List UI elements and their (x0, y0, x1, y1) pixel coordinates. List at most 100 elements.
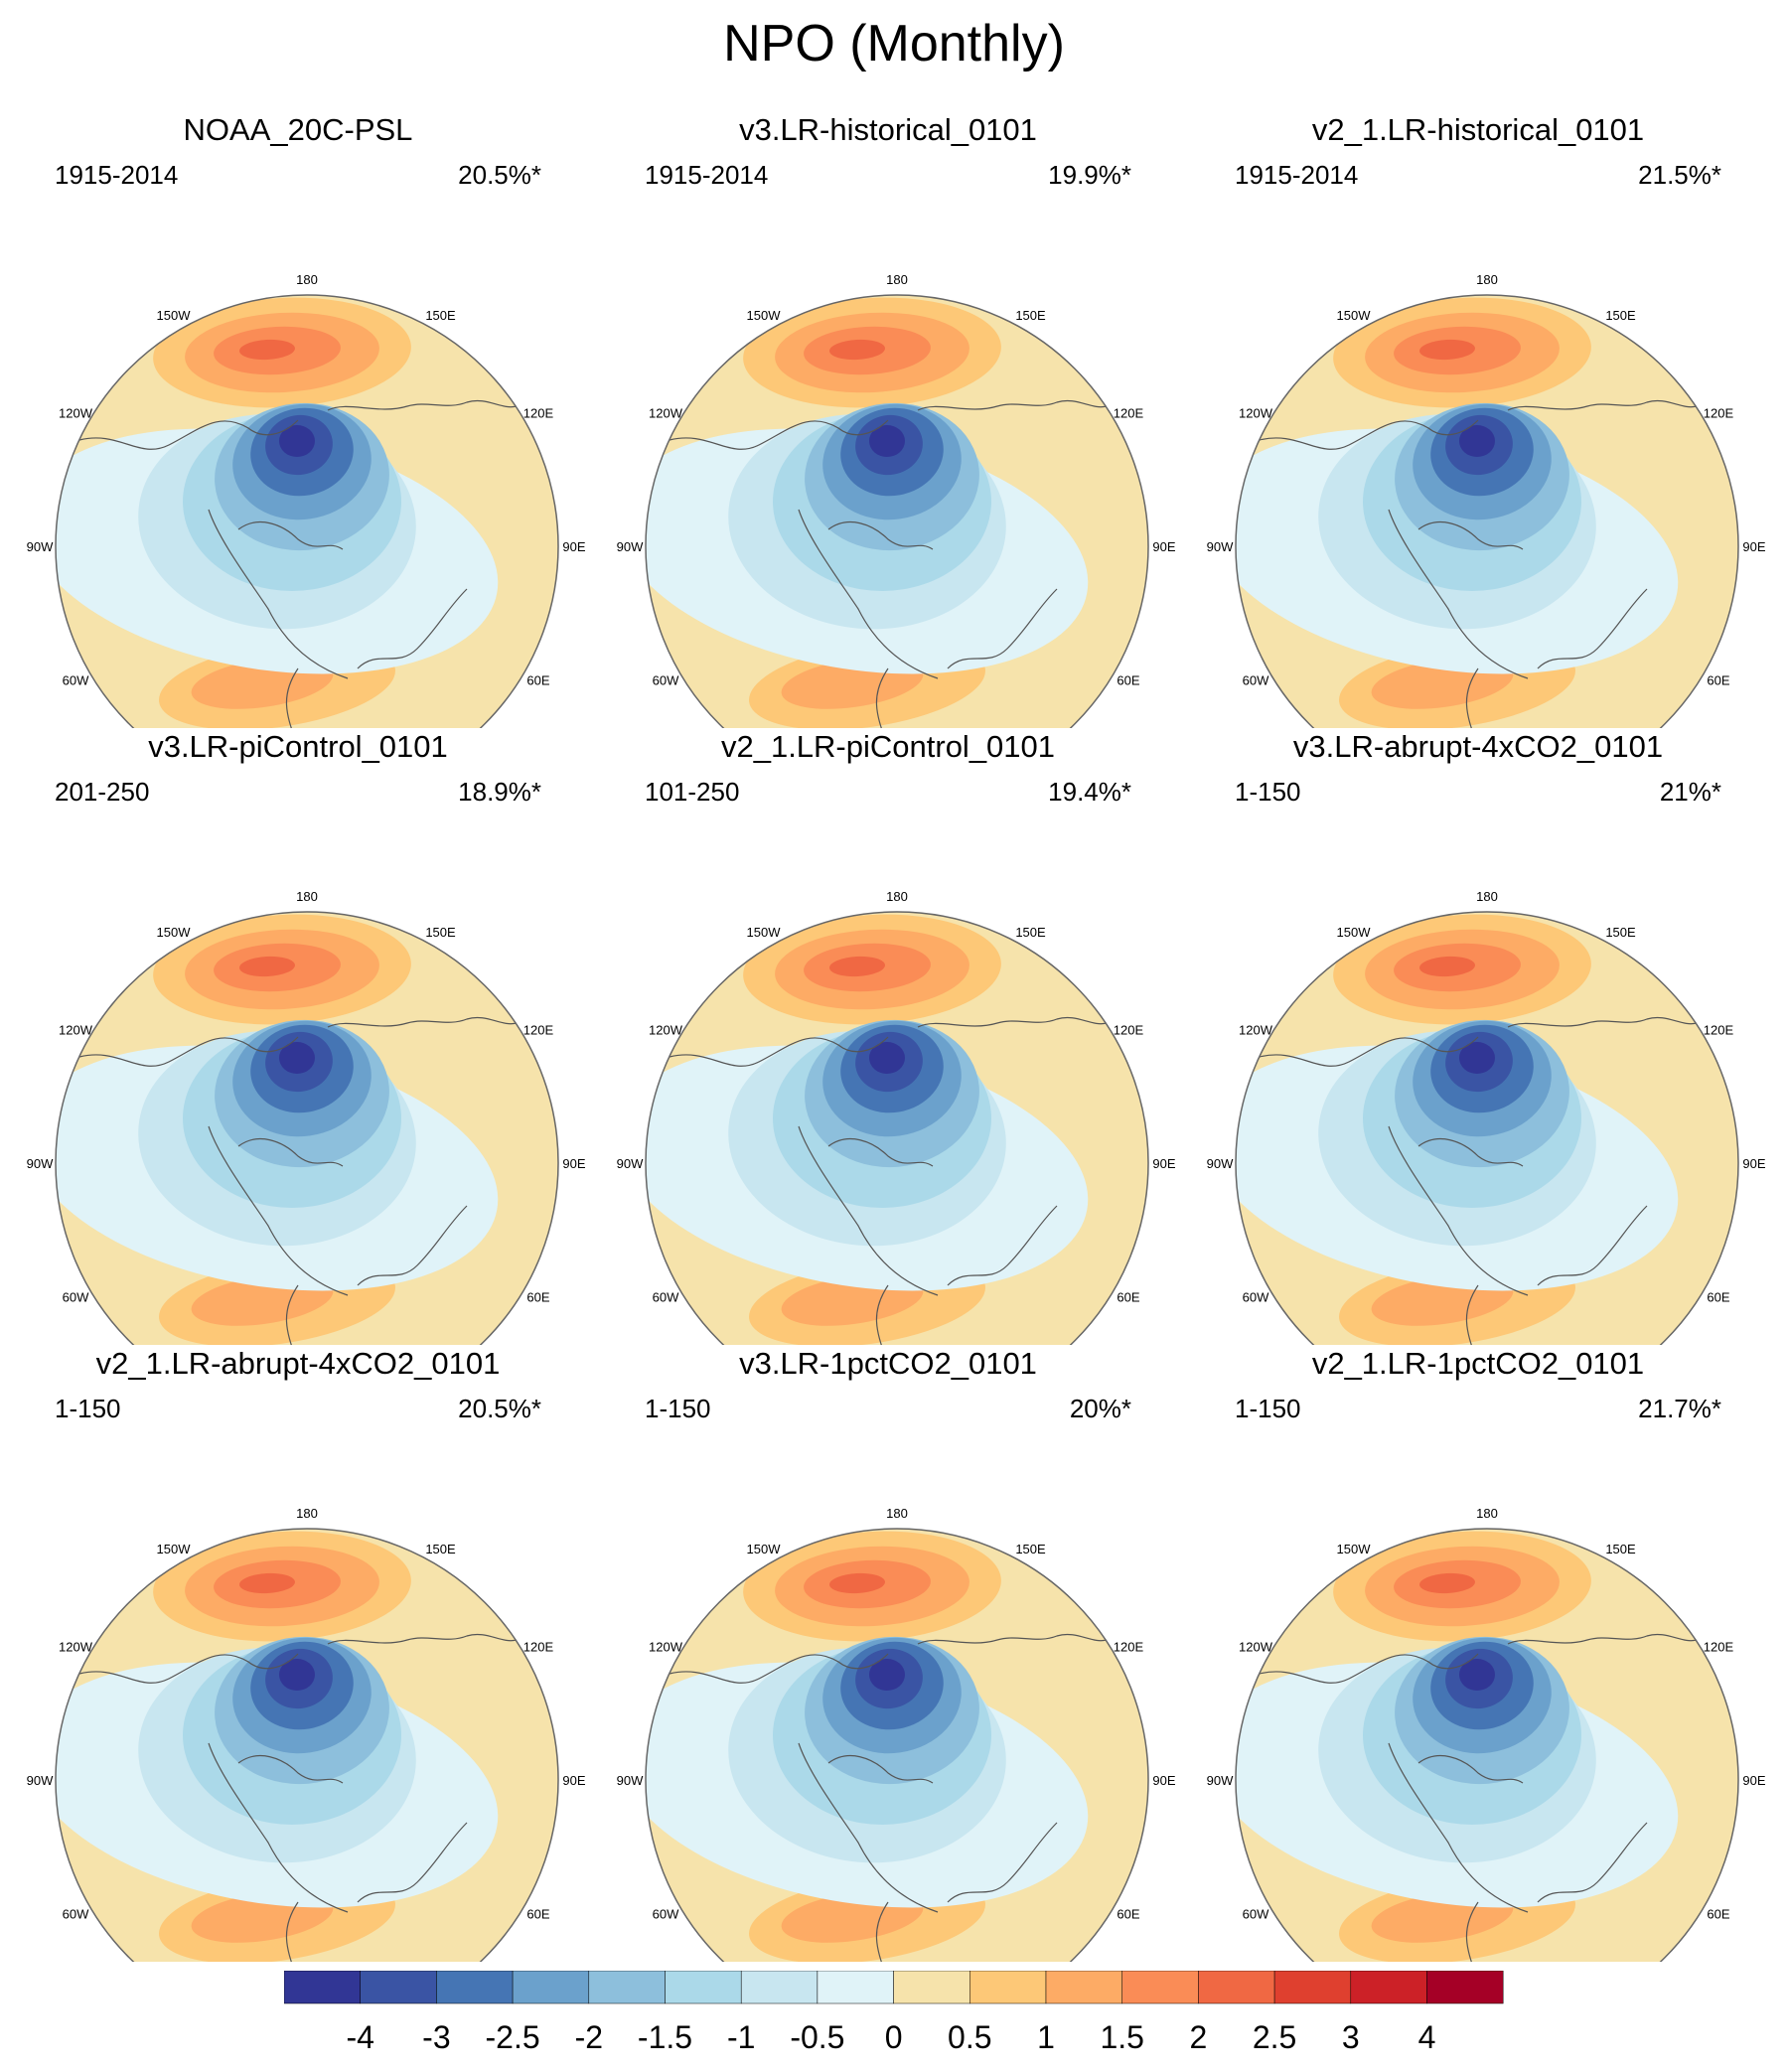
coastline (947, 588, 1058, 669)
longitude-label: 60W (653, 1290, 679, 1305)
longitude-label: 120W (649, 1640, 683, 1655)
longitude-label: 120E (1114, 406, 1144, 421)
polar-map: 180150E120E90E60E30E030W60W90W120W150W (27, 272, 586, 728)
positive-contour (1419, 339, 1475, 361)
longitude-label: 120E (1704, 1640, 1734, 1655)
longitude-label: 120E (1114, 1023, 1144, 1038)
longitude-label: 120W (59, 406, 93, 421)
coastline (327, 1017, 518, 1028)
coastline (1465, 1901, 1479, 1962)
longitude-label: 60E (526, 1907, 549, 1922)
longitude-label: 150W (157, 925, 192, 940)
colorbar-swatch (588, 1971, 666, 2004)
longitude-label: 150W (1337, 1542, 1372, 1556)
longitude-label: 90E (1742, 1773, 1765, 1788)
polar-map: 180150E120E90E60E30E030W60W90W120W150W (617, 889, 1176, 1345)
longitude-label: 150E (1015, 1542, 1046, 1556)
coastline (669, 1653, 889, 1684)
longitude-label: 150W (157, 1542, 192, 1556)
panel-title: v2_1.LR-historical_0101 (1311, 112, 1645, 147)
coastline (1388, 509, 1529, 679)
map-boundary (55, 1528, 559, 1962)
map-panel: v3.LR-abrupt-4xCO2_0101 1-150 21%* 180 150E 1… (1180, 729, 1776, 1345)
map-panel: v2_1.LR-piControl_0101 101-250 19.4%* 180 15… (590, 729, 1186, 1345)
coastline (208, 1125, 349, 1296)
panel-title: v3.LR-abrupt-4xCO2_0101 (1292, 729, 1664, 764)
longitude-label: 180 (296, 889, 318, 904)
longitude-label: 90E (562, 1156, 585, 1171)
panel-period: 1-150 (1235, 1394, 1301, 1423)
panel-title: v3.LR-historical_0101 (739, 112, 1037, 147)
longitude-label: 180 (1476, 1506, 1498, 1521)
longitude-label: 60E (1117, 1290, 1139, 1305)
coastline (917, 1634, 1108, 1645)
coastline (917, 400, 1108, 411)
colorbar-tick-label: -1 (727, 2019, 755, 2055)
panel-title: v3.LR-1pctCO2_0101 (739, 1346, 1037, 1381)
coastline (1417, 520, 1524, 550)
longitude-label: 60W (1243, 1290, 1269, 1305)
coastline (947, 1205, 1058, 1286)
colorbar-tick-label: -3 (422, 2019, 450, 2055)
longitude-label: 120W (1239, 1640, 1273, 1655)
colorbar-swatch (665, 1971, 742, 2004)
longitude-label: 150E (425, 1542, 456, 1556)
polar-map: 180150E120E90E60E30E030W60W90W120W150W (617, 1506, 1176, 1962)
coastline (237, 1137, 344, 1167)
colorbar-swatch (360, 1971, 437, 2004)
colorbar-swatch (1273, 1971, 1352, 2004)
colorbar-tick-label: 2 (1190, 2019, 1208, 2055)
coastline (237, 1754, 344, 1784)
colorbar-tick-label: 1.5 (1100, 2019, 1143, 2055)
coastline (78, 419, 299, 450)
coastline (798, 1125, 939, 1296)
colorbar-swatch (1350, 1971, 1427, 2004)
longitude-label: 90W (1207, 1156, 1234, 1171)
longitude-label: 90W (1207, 1773, 1234, 1788)
panel-variance: 19.4%* (1048, 777, 1131, 807)
longitude-label: 120E (523, 406, 554, 421)
longitude-label: 120W (59, 1640, 93, 1655)
longitude-label: 90E (562, 539, 585, 554)
longitude-label: 90W (617, 1156, 644, 1171)
map-panel: v2_1.LR-1pctCO2_0101 1-150 21.7%* 180 150E 12… (1180, 1346, 1776, 1962)
map-boundary (1235, 911, 1739, 1345)
coastline (1388, 1125, 1529, 1296)
longitude-label: 150W (1337, 308, 1372, 323)
coastline (357, 1205, 468, 1286)
coastline (1507, 400, 1698, 411)
coastline (78, 1036, 299, 1067)
longitude-label: 90E (1742, 1156, 1765, 1171)
longitude-label: 90E (562, 1773, 585, 1788)
coastline (669, 419, 889, 450)
colorbar-swatch (1121, 1971, 1199, 2004)
coastline (1507, 1634, 1698, 1645)
longitude-label: 120W (649, 406, 683, 421)
negative-contour (869, 425, 905, 457)
positive-contour (829, 1572, 885, 1594)
coastline (327, 1634, 518, 1645)
longitude-label: 60E (1707, 1290, 1729, 1305)
longitude-label: 150E (425, 308, 456, 323)
longitude-label: 180 (886, 1506, 908, 1521)
coastline (875, 1901, 889, 1962)
panel-title: v2_1.LR-abrupt-4xCO2_0101 (95, 1346, 501, 1381)
coastline (1537, 1205, 1648, 1286)
colorbar-tick-label: -4 (346, 2019, 373, 2055)
coastline (669, 1036, 889, 1067)
coastline (285, 1284, 299, 1345)
longitude-label: 150E (1605, 1542, 1636, 1556)
panel-variance: 20.5%* (458, 1394, 541, 1423)
coastline (327, 400, 518, 411)
colorbar-tick-label: -0.5 (790, 2019, 844, 2055)
colorbar-swatch (740, 1971, 819, 2004)
colorbar-tick-label: 2.5 (1253, 2019, 1296, 2055)
colorbar-tick-label: -2 (575, 2019, 603, 2055)
longitude-label: 150E (425, 925, 456, 940)
map-boundary (1235, 1528, 1739, 1962)
longitude-label: 150E (1605, 308, 1636, 323)
panel-period: 101-250 (645, 777, 740, 807)
colorbar-swatch (1426, 1971, 1504, 2004)
coastline (208, 509, 349, 679)
coastline (1417, 1137, 1524, 1167)
